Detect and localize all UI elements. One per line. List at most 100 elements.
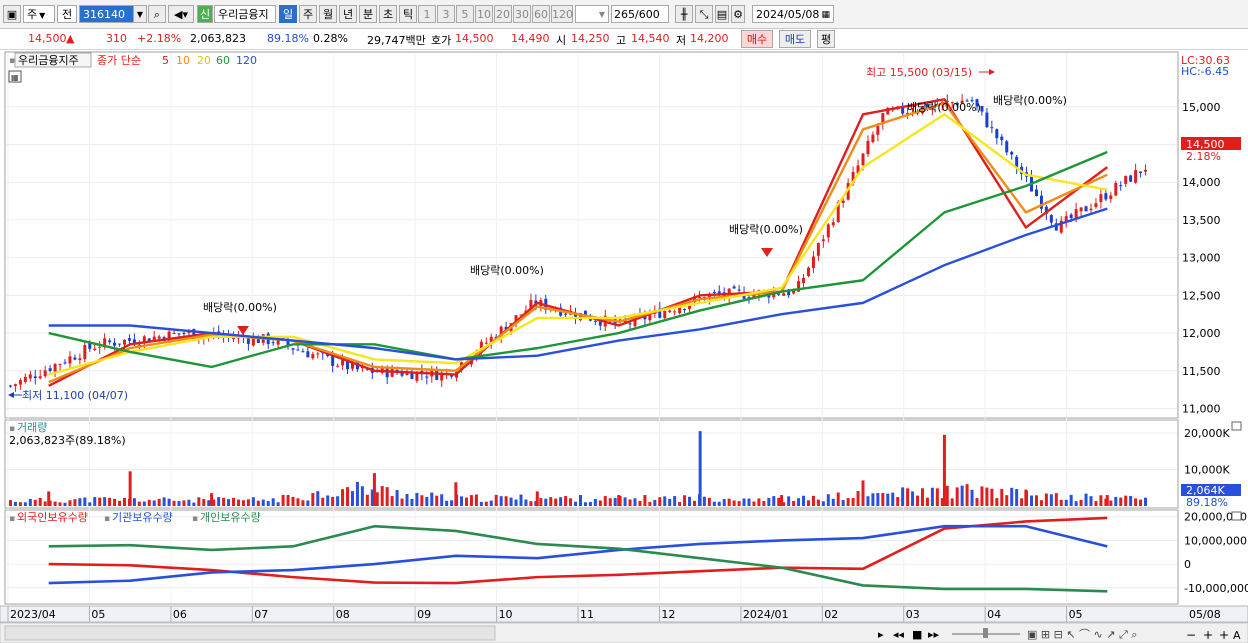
volume-bar [78,498,82,506]
volume-panel-close-icon[interactable] [1231,421,1242,431]
price-change-pct: +2.18% [137,32,182,45]
volume-bar [668,498,672,506]
market-type-label: 주 [27,8,38,21]
chevron-down-icon[interactable]: ▼ [133,5,147,23]
candle-body [925,104,929,110]
volume-bar [886,493,890,506]
candle-body [831,222,835,226]
volume-bar [1084,493,1088,506]
interval-30[interactable]: 30 [513,5,531,23]
candle-body [648,315,652,321]
custom-interval-select[interactable]: ▼ [575,5,609,23]
open-price: 14,250 [571,32,610,45]
calculator-icon[interactable] [8,70,22,83]
period-day[interactable]: 일 [279,5,297,23]
volume-bar [53,501,57,506]
volume-bar [132,498,136,506]
volume-bar [103,497,107,506]
window-icon[interactable]: ▣ [3,5,21,23]
interval-5[interactable]: 5 [456,5,474,23]
auto-scale-icon[interactable]: A [1233,629,1241,642]
date-input[interactable]: 2024/05/08 ▦ [752,5,834,23]
volume-bar [990,488,994,506]
candle-body [782,293,786,296]
period-tick[interactable]: 틱 [399,5,417,23]
volume-peak-bar [128,471,132,506]
zoom-slider-handle[interactable] [983,628,988,638]
interval-120[interactable]: 120 [551,5,573,23]
rewind-icon[interactable]: ◂◂ [893,628,905,641]
candle-body [846,183,850,200]
sell-button[interactable]: 매도 [779,30,811,48]
volume-bar [281,494,285,506]
period-year[interactable]: 년 [339,5,357,23]
stop-icon[interactable]: ■ [912,628,922,641]
volume-bar [683,495,687,506]
zoom-in-icon[interactable]: + [1219,628,1229,642]
volume-bar [762,500,766,506]
save-icon[interactable]: ▤ [715,5,729,23]
interval-1[interactable]: 1 [418,5,436,23]
zoom-out-icon[interactable]: − [1186,628,1196,642]
candle-body [514,315,518,325]
volume-bar [420,495,424,506]
volume-bar [147,499,151,506]
scrollbar-track[interactable] [4,625,496,641]
volume-bar [692,500,696,506]
candle-body [1049,215,1053,223]
period-minute[interactable]: 분 [359,5,377,23]
stock-legend-box[interactable] [14,52,92,68]
fast-forward-icon[interactable]: ▸▸ [928,628,940,641]
candle-body [301,351,305,353]
quote-bar: 14,500 ▲ 310 +2.18% 2,063,823 89.18% 0.2… [0,29,1248,50]
current-price: 14,500 [28,32,67,45]
search-icon[interactable]: ⌕ [148,5,166,23]
volume-bar [400,498,404,506]
volume-bar [816,499,820,506]
credit-badge[interactable]: 신 [197,5,213,23]
buy-button[interactable]: 매수 [741,30,773,48]
volume-peak-bar [1024,489,1028,506]
candle-body [276,338,280,345]
period-month[interactable]: 월 [319,5,337,23]
candle-body [167,331,171,343]
volume-bar [464,497,468,506]
overlay-icon[interactable]: ⤡ [695,5,713,23]
price-panel[interactable] [4,51,1179,419]
volume-bar [1074,501,1078,506]
zoom-in-icon[interactable]: + [1203,628,1213,642]
interval-60[interactable]: 60 [532,5,550,23]
gear-icon[interactable]: ⚙ [731,5,745,23]
volume-peak-bar [210,493,214,506]
candle-icon[interactable]: ╫ [675,5,693,23]
candle-body [688,304,692,309]
interval-10[interactable]: 10 [475,5,493,23]
volume-bar [326,495,330,506]
volume-bar [727,498,731,506]
holdings-panel-close-icon[interactable] [1231,511,1242,521]
market-type-select[interactable]: 주 ▼ [23,5,55,23]
stock-code-input[interactable]: 316140 [79,5,147,23]
period-second[interactable]: 초 [379,5,397,23]
period-week[interactable]: 주 [299,5,317,23]
candle-body [970,100,974,102]
holdings-legend-individual: 개인보유수량 [200,511,261,524]
price-y-tick: 13,500 [1182,214,1221,227]
data-count[interactable]: 265/600 [611,5,669,23]
holdings-legend-institution: 기관보유수량 [112,511,173,524]
interval-20[interactable]: 20 [494,5,512,23]
scroll-right-icon[interactable]: ▸ [878,628,884,641]
tools-icon[interactable]: ▣ ⊞ ⊟ ↖ ⌒ ∿ ↗ ⤢ ⌕ [1027,628,1137,641]
interval-3[interactable]: 3 [437,5,455,23]
all-button[interactable]: 전 [57,5,77,23]
eval-button[interactable]: 평 [817,30,835,48]
legend-bullet: ▪ [9,424,15,434]
volume-bar [638,500,642,506]
speaker-icon[interactable]: ◀▾ [168,5,194,23]
candle-body [1054,223,1058,231]
volume-bar [955,487,959,506]
trade-amount: 29,747백만 [367,34,426,47]
candle-body [127,338,131,341]
candle-body [747,297,751,299]
candle-body [1000,136,1004,141]
